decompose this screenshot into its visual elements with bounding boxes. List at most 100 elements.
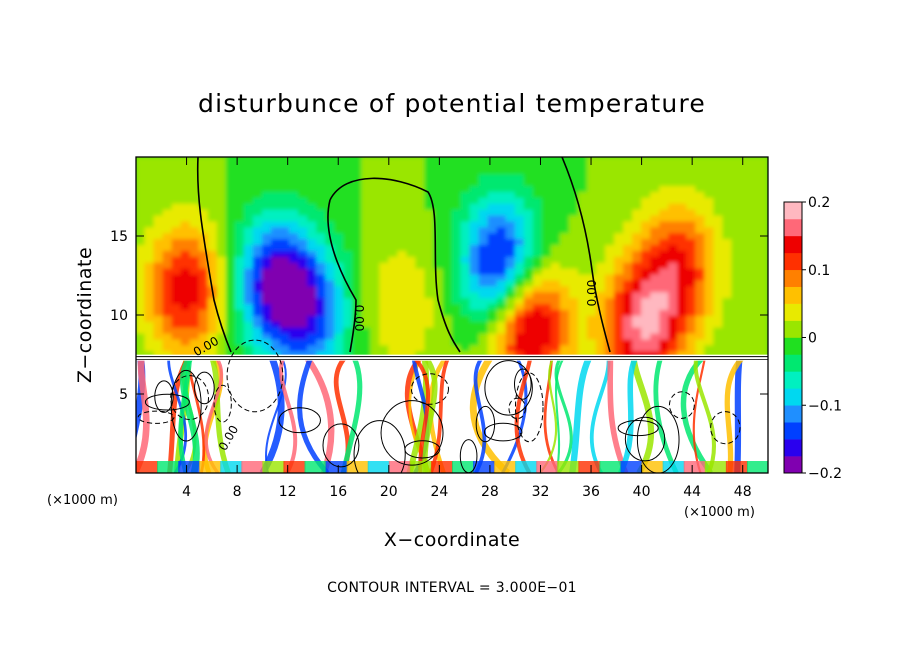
field-cell — [234, 268, 245, 276]
field-cell — [397, 191, 408, 199]
field-cell — [541, 268, 552, 276]
field-cell — [234, 209, 245, 217]
field-cell — [686, 209, 697, 217]
field-cell — [550, 321, 561, 329]
field-cell — [487, 227, 498, 235]
field-cell — [334, 256, 345, 264]
field-cell — [623, 286, 634, 294]
field-cell — [388, 256, 399, 264]
field-cell — [604, 215, 616, 223]
field-cell — [659, 292, 670, 300]
field-cell — [234, 250, 245, 258]
field-cell — [298, 239, 309, 247]
field-cell — [586, 227, 597, 235]
field-cell — [279, 168, 290, 176]
bottom-strip-cell — [557, 461, 580, 473]
lower-contour — [353, 420, 406, 473]
field-cell — [162, 233, 173, 241]
field-cell — [541, 174, 552, 182]
field-cell — [451, 157, 462, 164]
field-cell — [243, 186, 254, 193]
field-cell — [695, 298, 706, 306]
field-cell — [370, 256, 381, 264]
field-cell — [568, 327, 579, 335]
bottom-strip-cell — [430, 461, 453, 473]
field-cell — [216, 239, 227, 247]
field-cell — [478, 250, 489, 258]
field-cell — [704, 345, 715, 353]
field-cell — [424, 268, 435, 276]
field-cell — [343, 345, 354, 353]
field-cell — [704, 309, 715, 317]
field-cell — [415, 327, 426, 335]
field-cell — [198, 298, 209, 306]
field-cell — [361, 321, 372, 329]
field-cell — [677, 180, 688, 188]
x-tick-label: 48 — [734, 484, 752, 500]
field-cell — [288, 191, 300, 199]
field-cell — [361, 345, 372, 353]
field-cell — [695, 262, 706, 270]
field-cell — [424, 227, 435, 235]
field-cell — [469, 298, 480, 306]
bottom-strip-cell — [262, 461, 285, 473]
boundary-band — [136, 354, 768, 361]
field-cell — [252, 286, 263, 294]
colorbar-swatch — [784, 218, 802, 237]
field-cell — [442, 333, 453, 341]
field-cell — [749, 157, 760, 164]
field-cell — [460, 227, 471, 235]
field-cell — [496, 339, 507, 347]
field-cell — [136, 321, 146, 329]
field-cell — [415, 321, 426, 329]
field-cell — [523, 339, 534, 347]
field-cell — [496, 268, 507, 276]
field-cell — [343, 339, 354, 347]
field-cell — [677, 286, 688, 294]
field-cell — [307, 221, 318, 229]
field-cell — [180, 197, 191, 205]
field-cell — [704, 315, 715, 323]
field-cell — [677, 292, 688, 300]
field-cell — [650, 186, 661, 193]
field-cell — [595, 327, 606, 335]
field-cell — [234, 157, 245, 164]
lower-contour — [144, 393, 190, 411]
field-cell — [604, 227, 616, 235]
field-cell — [568, 168, 579, 176]
field-cell — [668, 168, 679, 176]
field-cell — [559, 191, 570, 199]
field-cell — [731, 209, 742, 217]
field-cell — [234, 321, 245, 329]
field-cell — [731, 286, 742, 294]
field-cell — [632, 339, 643, 347]
field-cell — [144, 333, 155, 341]
field-cell — [343, 215, 354, 223]
field-cell — [270, 221, 281, 229]
field-cell — [370, 315, 381, 323]
field-cell — [370, 239, 381, 247]
colorbar-swatch — [784, 286, 802, 304]
field-cell — [144, 180, 155, 188]
field-cell — [487, 209, 498, 217]
field-cell — [451, 315, 462, 323]
field-cell — [388, 245, 399, 252]
field-cell — [207, 268, 218, 276]
field-cell — [180, 233, 191, 241]
field-cell — [632, 197, 643, 205]
field-cell — [623, 256, 634, 264]
field-cell — [136, 304, 146, 311]
field-cell — [614, 268, 625, 276]
field-cell — [541, 191, 552, 199]
field-cell — [298, 256, 309, 264]
field-cell — [162, 256, 173, 264]
field-cell — [505, 180, 516, 188]
field-cell — [379, 197, 390, 205]
field-cell — [136, 292, 146, 300]
field-cell — [478, 274, 489, 282]
field-cell — [623, 233, 634, 241]
field-cell — [469, 186, 480, 193]
field-cell — [604, 280, 616, 288]
field-cell — [316, 298, 327, 306]
field-cell — [307, 262, 318, 270]
